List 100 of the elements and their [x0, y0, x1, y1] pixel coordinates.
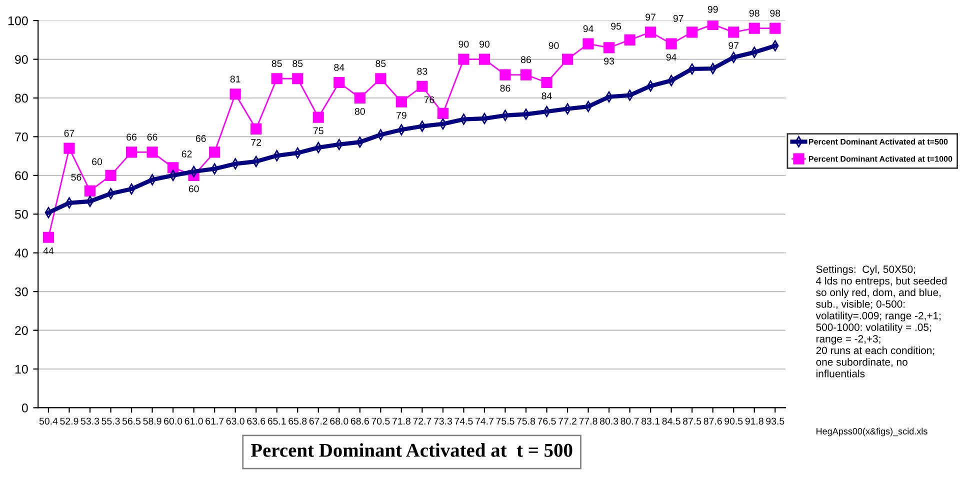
x-tick-label: 60.0	[164, 418, 182, 425]
point	[271, 73, 282, 84]
data-label: 97	[728, 42, 739, 50]
x-tick-label: 65.1	[268, 418, 286, 425]
data-label: 95	[611, 22, 622, 30]
x-tick-label: 77.8	[579, 418, 598, 425]
data-label: 84	[542, 92, 552, 100]
point	[334, 76, 345, 88]
legend-label: Percent Dominant Activated at t=1000	[808, 156, 952, 162]
point	[354, 92, 366, 104]
x-tick-label: 65.8	[288, 418, 307, 425]
x-tick-label: 77.2	[558, 418, 576, 424]
data-label: 56	[71, 174, 82, 181]
point	[582, 38, 594, 50]
x-tick-label: 67.2	[309, 418, 328, 425]
text: Settings: Cyl, 50X50; 4 lds no entreps, but seeded so only red, dom, and blue, sub., visible; 0-500: volatility=.009; range -2,+1; 500-1000: volatility = .05; range = -2,+3; 20 runs at each condition; one subordinate, no influentials	[816, 265, 947, 378]
y-tick-label: 20	[15, 326, 28, 335]
data-label: 93	[604, 58, 614, 65]
point	[458, 54, 470, 65]
x-tick-label: 84.5	[662, 418, 680, 425]
point	[167, 162, 179, 174]
x-tick-label: 58.9	[143, 418, 162, 425]
x-tick-label: 80.7	[620, 418, 639, 425]
point	[209, 146, 220, 158]
legend-label: Percent Dominant Activated at t=500	[808, 138, 948, 145]
point	[64, 142, 75, 154]
data-label: 66	[196, 135, 206, 142]
data-label: 66	[126, 134, 137, 141]
point	[396, 96, 407, 108]
y-tick-label: 70	[15, 132, 28, 142]
y-tick-label: 50	[14, 210, 28, 219]
point	[728, 26, 740, 38]
x-tick-label: 72.7	[413, 418, 432, 424]
point	[562, 54, 574, 65]
data-label: 67	[64, 130, 74, 137]
data-label: 81	[230, 76, 240, 82]
x-tick-label: 53.3	[80, 418, 100, 425]
x-tick-label: 93.5	[766, 418, 784, 425]
data-label: 80	[354, 108, 365, 115]
x-tick-label: 83.1	[642, 418, 660, 425]
x-tick-label: 61.7	[206, 418, 224, 425]
y-tick-label: 0	[22, 404, 28, 412]
x-tick-label: 75.8	[517, 418, 536, 425]
point	[645, 26, 656, 38]
x-axis-title: Percent Dominant Activated at t = 500	[250, 443, 572, 457]
x-tick-label: 70.5	[372, 418, 390, 425]
point	[126, 146, 138, 158]
x-tick-label: 61.0	[184, 418, 203, 425]
data-label: 90	[548, 42, 559, 50]
y-tick-label: 40	[14, 248, 28, 258]
data-label: 85	[272, 60, 282, 67]
data-label: 85	[376, 60, 386, 67]
point	[416, 80, 428, 92]
point	[770, 22, 781, 34]
data-label: 97	[673, 15, 684, 22]
data-label: 79	[396, 112, 406, 119]
x-tick-label: 91.8	[745, 418, 764, 425]
data-label: 75	[313, 127, 324, 134]
point	[478, 54, 490, 65]
data-label: 99	[708, 6, 718, 13]
point	[541, 76, 552, 88]
data-label: 66	[147, 134, 158, 141]
x-tick-label: 87.5	[683, 418, 702, 425]
y-tick-label: 30	[14, 287, 28, 296]
data-label: 97	[646, 14, 656, 21]
y-tick-label: 90	[15, 55, 28, 64]
x-tick-label: 63.0	[226, 418, 244, 425]
x-tick-label: 68.0	[330, 418, 348, 425]
data-label: 72	[251, 138, 262, 146]
y-tick-label: 80	[15, 94, 28, 103]
point	[437, 108, 449, 120]
y-tick-label: 60	[15, 171, 28, 180]
x-tick-label: 80.3	[600, 418, 618, 425]
point	[292, 73, 304, 84]
point	[603, 42, 615, 54]
y-tick-label: 10	[15, 364, 28, 374]
point	[500, 69, 511, 80]
point	[624, 34, 636, 46]
x-tick-label: 75.5	[496, 418, 514, 425]
data-label: 90	[458, 40, 469, 48]
point	[375, 73, 386, 84]
y-tick-label: 100	[8, 16, 28, 26]
x-tick-label: 55.3	[102, 418, 120, 425]
point	[84, 185, 96, 196]
data-label: 62	[182, 150, 192, 158]
x-tick-label: 76.5	[538, 418, 556, 425]
data-label: 98	[770, 10, 780, 17]
point	[686, 26, 698, 38]
data-label: 98	[749, 10, 760, 17]
data-label: 86	[521, 56, 531, 64]
x-tick-label: 74.7	[476, 418, 494, 424]
point	[42, 232, 54, 243]
point	[230, 88, 241, 100]
point	[748, 22, 760, 34]
data-label: 94	[666, 54, 676, 61]
data-label: 84	[334, 64, 344, 71]
x-tick-label: 63.6	[247, 418, 266, 425]
point	[146, 146, 158, 158]
point	[105, 170, 116, 181]
data-label: 44	[43, 247, 54, 254]
